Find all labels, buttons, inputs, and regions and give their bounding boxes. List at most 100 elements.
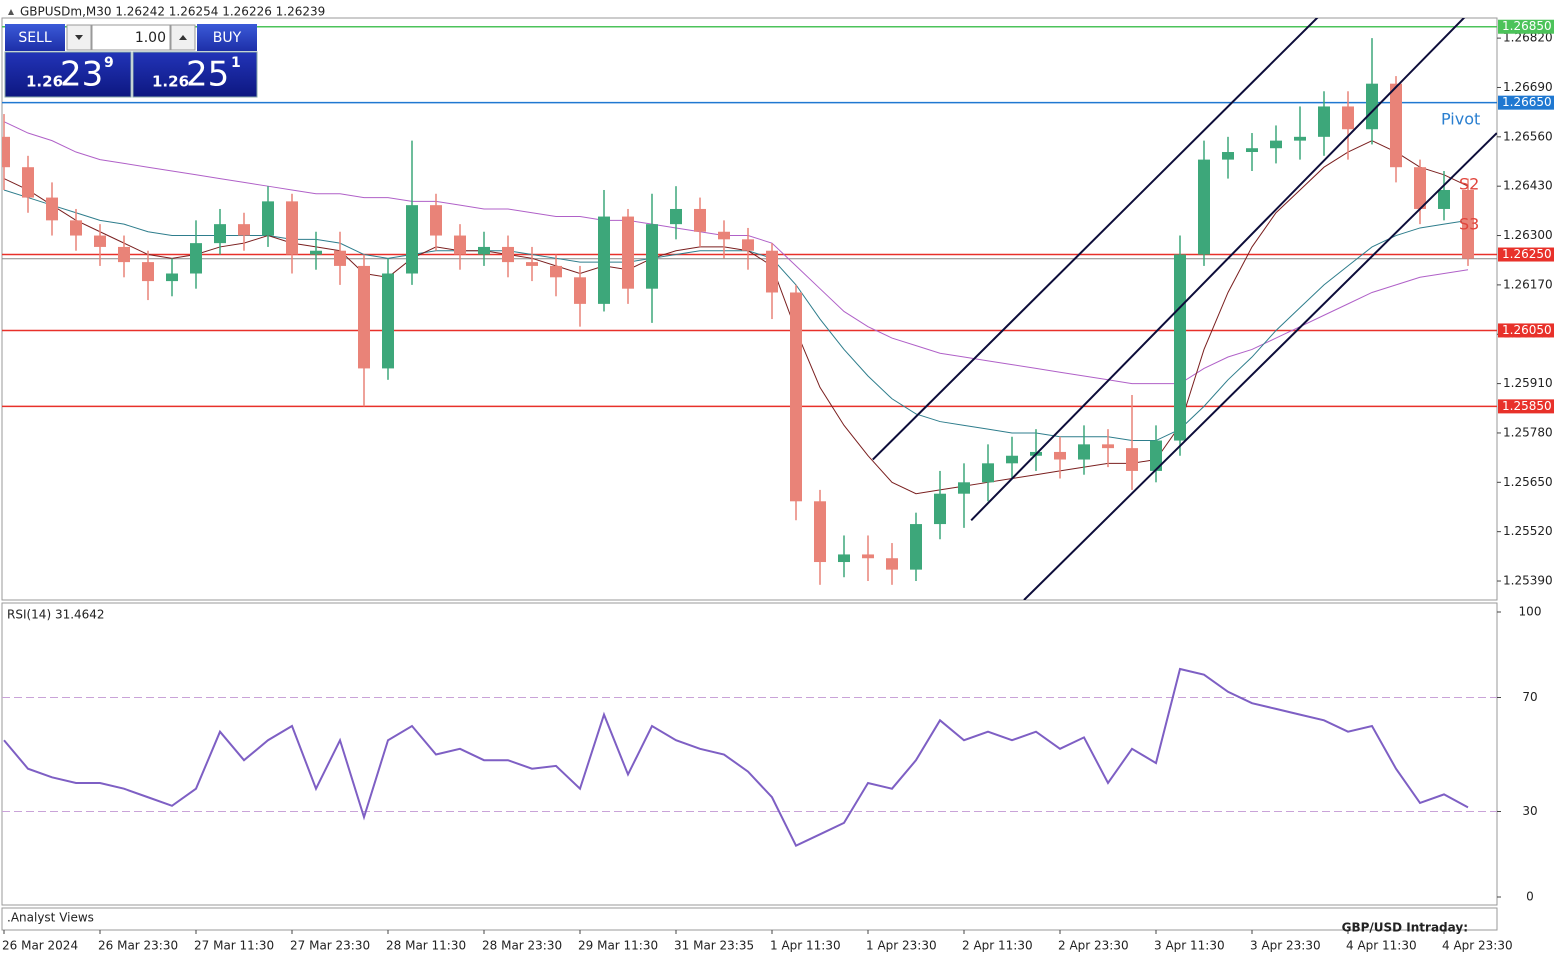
price-pane (1, 17, 1498, 601)
candle-body (526, 262, 538, 266)
x-tick-label: 28 Mar 11:30 (386, 939, 466, 953)
candle-body (1006, 455, 1018, 464)
candle-body (1390, 83, 1402, 168)
pivot-annotation: Pivot (1441, 110, 1480, 129)
candle-body (574, 277, 586, 304)
indicator-name: .Analyst Views (7, 911, 94, 925)
up-arrow (179, 35, 187, 40)
x-tick-label: 28 Mar 23:30 (482, 939, 562, 953)
candle-body (502, 246, 514, 263)
candle-body (598, 216, 610, 304)
x-tick-label: 1 Apr 11:30 (770, 939, 841, 953)
candle-body (694, 208, 706, 232)
axes: 1.253901.255201.256501.257801.259101.260… (2, 19, 1554, 953)
y-tick-label: 100 (1519, 605, 1542, 619)
y-tick-label: 70 (1522, 690, 1537, 704)
candle-body (478, 246, 490, 255)
channel-line (872, 18, 1319, 461)
candle-body (1174, 254, 1186, 441)
sell-button[interactable] (5, 24, 65, 51)
channel-line (1023, 132, 1497, 600)
level-label: 1.26050 (1502, 323, 1552, 337)
candle-body (814, 501, 826, 563)
candle-body (1414, 167, 1426, 209)
bid-fraction: 9 (104, 55, 114, 71)
y-tick-label: 1.26300 (1503, 228, 1553, 242)
candle-body (886, 558, 898, 570)
moving-average (3, 140, 1469, 495)
x-tick-label: 29 Mar 11:30 (578, 939, 658, 953)
x-tick-label: 27 Mar 23:30 (290, 939, 370, 953)
x-tick-label: 26 Mar 2024 (2, 939, 78, 953)
x-tick-label: 31 Mar 23:35 (674, 939, 754, 953)
x-tick-label: 1 Apr 23:30 (866, 939, 937, 953)
level-label: 1.26650 (1502, 95, 1552, 109)
candle-body (1078, 444, 1090, 460)
x-tick-label: 3 Apr 11:30 (1154, 939, 1225, 953)
moving-average (3, 121, 1469, 385)
candle-body (1126, 448, 1138, 471)
rsi-plot (2, 667, 1497, 848)
level-box (1498, 399, 1554, 414)
x-tick-label: 26 Mar 23:30 (98, 939, 178, 953)
candle-body (70, 220, 82, 236)
y-tick-label: 1.25520 (1503, 524, 1553, 538)
level-label: 1.26250 (1502, 247, 1552, 261)
candle-body (838, 554, 850, 563)
lots-input[interactable] (91, 24, 171, 51)
x-tick-label: 4 Apr 23:30 (1442, 939, 1513, 953)
candle-body (982, 463, 994, 483)
s2-annotation: S2 (1459, 175, 1479, 194)
y-tick-label: 30 (1522, 804, 1537, 818)
candle-body (358, 265, 370, 369)
bid-box[interactable] (4, 51, 132, 98)
candle-body (1222, 152, 1234, 160)
s3-annotation: S3 (1459, 215, 1479, 234)
level-label: 1.25850 (1502, 399, 1552, 413)
candle-body (1462, 189, 1474, 259)
y-tick-label: 1.25910 (1503, 376, 1553, 390)
ask-big: 1.26 (152, 73, 189, 91)
ask-pips: 25 (186, 55, 229, 95)
sell-label: SELL (18, 30, 52, 46)
trade-panel: SELL 1.00 BUY 1.26 23 9 1.26 25 1 (4, 24, 258, 98)
buy-button[interactable] (197, 24, 257, 51)
candle-body (1294, 136, 1306, 141)
collapse-icon[interactable] (8, 9, 14, 15)
candle-body (1102, 444, 1114, 449)
candle-body (934, 493, 946, 525)
candle-body (622, 216, 634, 289)
candle-body (382, 273, 394, 369)
level-box (1498, 95, 1554, 110)
candle-body (310, 250, 322, 255)
candle-body (286, 201, 298, 255)
candle-body (22, 167, 34, 198)
candle-body (862, 554, 874, 559)
rsi-line (3, 667, 1469, 848)
candle-body (142, 262, 154, 282)
bid-pips: 23 (60, 55, 103, 95)
candle-body (550, 265, 562, 278)
down-arrow (75, 35, 83, 40)
x-tick-label: 2 Apr 11:30 (962, 939, 1033, 953)
candle-body (238, 224, 250, 236)
candle-body (406, 205, 418, 274)
candle-body (646, 224, 658, 289)
candle-body (1318, 106, 1330, 137)
y-tick-label: 1.26820 (1503, 31, 1553, 45)
candle-body (766, 250, 778, 293)
lots-value: 1.00 (135, 30, 166, 46)
rsi-title: RSI(14) 31.4642 (7, 608, 105, 622)
level-box (1498, 247, 1554, 262)
level-box (1498, 19, 1554, 34)
y-tick-label: 0 (1526, 890, 1534, 904)
y-tick-label: 1.25390 (1503, 574, 1553, 588)
ask-box[interactable] (132, 51, 258, 98)
y-tick-label: 1.26170 (1503, 277, 1553, 291)
candle-body (262, 201, 274, 236)
level-label: 1.26850 (1502, 19, 1552, 33)
analyst-pane (1, 907, 1498, 931)
x-tick-label: 3 Apr 23:30 (1250, 939, 1321, 953)
y-tick-label: 1.25780 (1503, 425, 1553, 439)
